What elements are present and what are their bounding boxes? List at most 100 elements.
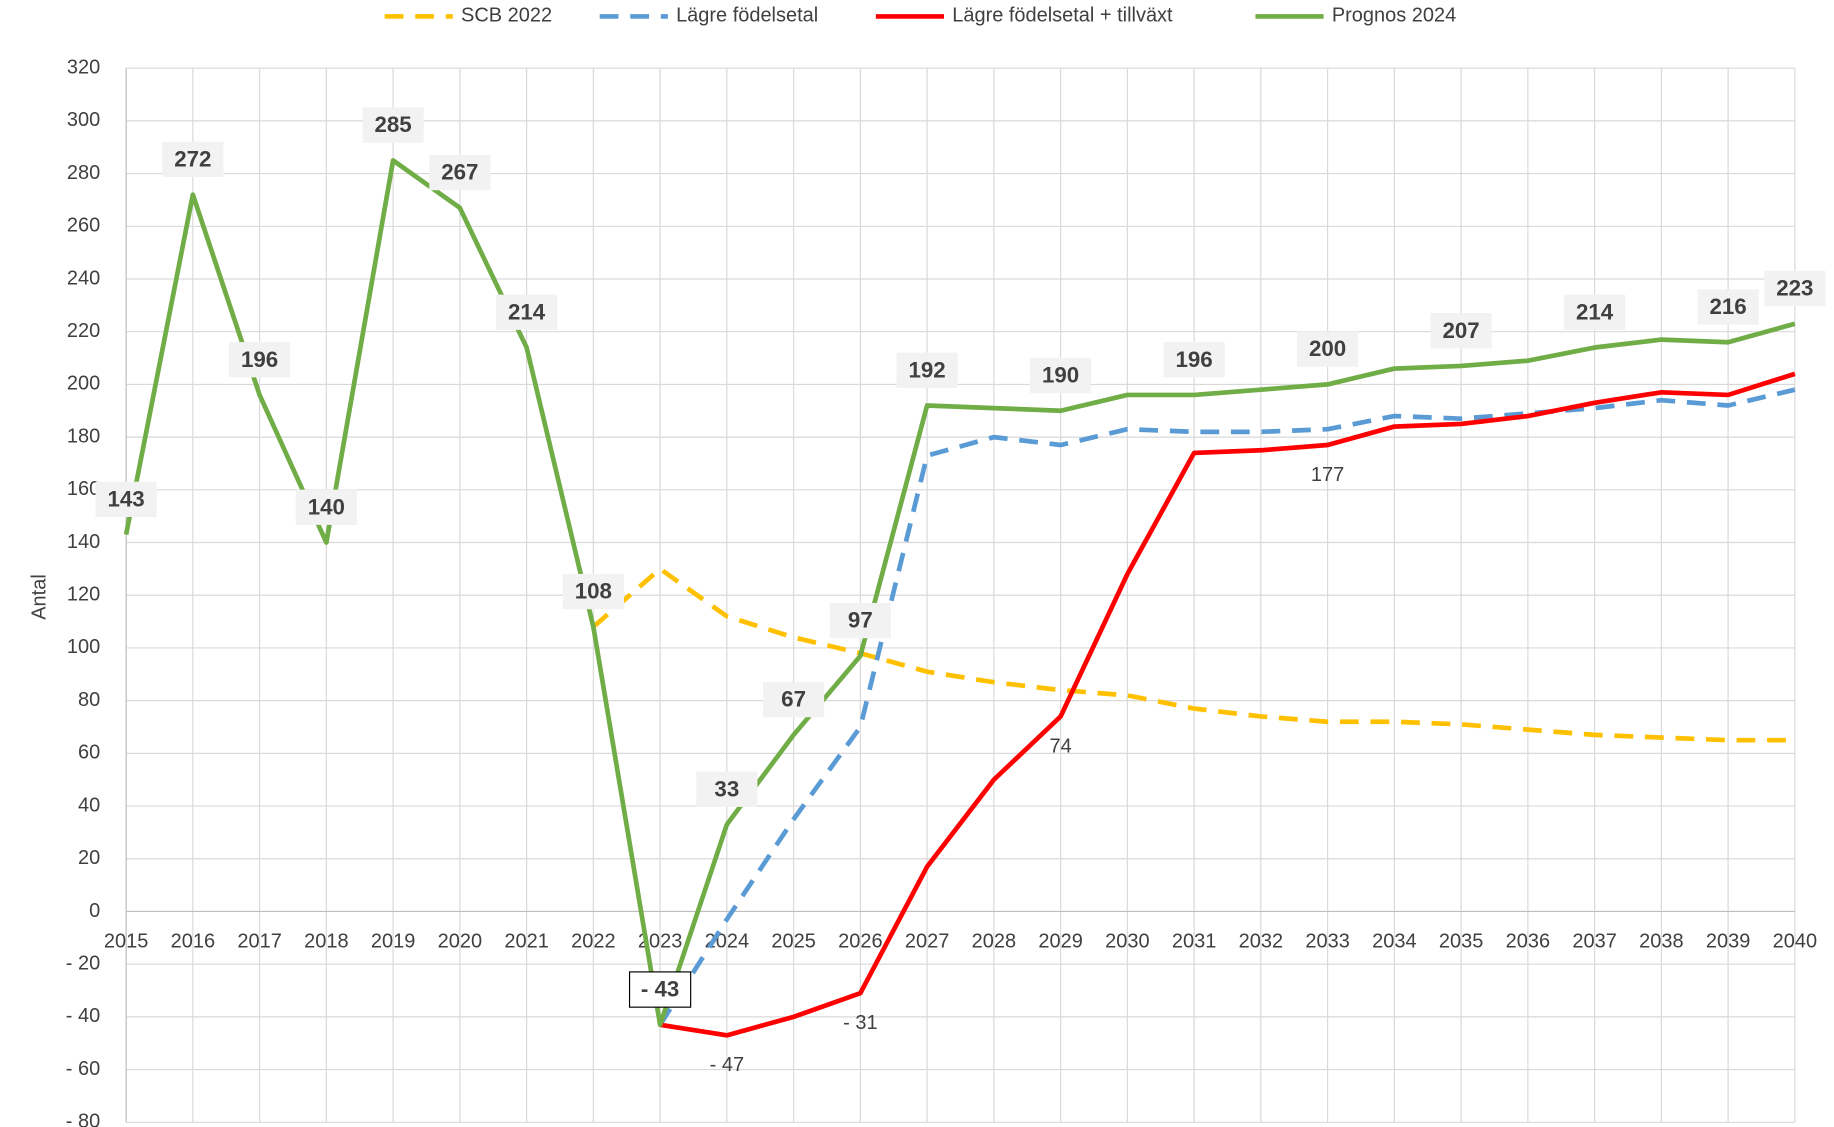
data-label-box bbox=[229, 342, 291, 378]
data-label-box bbox=[1564, 294, 1626, 330]
data-label-box bbox=[1764, 270, 1826, 307]
data-label-box bbox=[696, 771, 758, 807]
data-label-group: 143 bbox=[95, 481, 157, 517]
data-label-box bbox=[362, 107, 424, 143]
y-tick-label: 80 bbox=[78, 689, 100, 711]
data-label-box bbox=[628, 971, 692, 1008]
x-tick-label: 2030 bbox=[1105, 930, 1149, 952]
data-label-group: - 43 bbox=[628, 971, 692, 1008]
data-label-box bbox=[496, 294, 558, 330]
data-label-group: 267 bbox=[429, 154, 491, 191]
data-label-box bbox=[95, 481, 157, 517]
x-tick-label: 2022 bbox=[571, 930, 615, 952]
data-label: 108 bbox=[575, 579, 612, 604]
data-label: - 31 bbox=[843, 1012, 877, 1034]
data-label-group: 190 bbox=[1030, 357, 1092, 394]
data-label-group: 196 bbox=[229, 342, 291, 378]
data-label: 214 bbox=[508, 299, 546, 324]
data-label-group: 214 bbox=[1564, 294, 1626, 330]
y-tick-label: 200 bbox=[67, 373, 100, 395]
y-tick-label: 100 bbox=[67, 636, 100, 658]
legend-label: SCB 2022 bbox=[461, 5, 552, 27]
data-label-box bbox=[896, 352, 958, 388]
x-tick-label: 2017 bbox=[237, 930, 281, 952]
y-tick-label: - 60 bbox=[66, 1058, 100, 1080]
x-tick-label: 2019 bbox=[371, 930, 415, 952]
data-label: 33 bbox=[714, 776, 739, 801]
y-tick-label: 40 bbox=[78, 794, 100, 816]
y-tick-label: 240 bbox=[67, 267, 100, 289]
x-tick-label: 2039 bbox=[1706, 930, 1750, 952]
x-tick-label: 2038 bbox=[1639, 930, 1683, 952]
y-tick-label: 300 bbox=[67, 109, 100, 131]
data-label: 285 bbox=[374, 112, 411, 137]
data-label-group: 272 bbox=[162, 141, 224, 178]
y-tick-label: 20 bbox=[78, 847, 100, 869]
data-label-box bbox=[1297, 331, 1359, 367]
data-label-box bbox=[829, 602, 891, 639]
data-label-group: 285 bbox=[362, 107, 424, 143]
y-tick-label: 120 bbox=[67, 584, 100, 606]
data-label: 216 bbox=[1709, 294, 1746, 319]
x-tick-label: 2037 bbox=[1572, 930, 1616, 952]
data-label: 196 bbox=[1175, 347, 1212, 372]
x-tick-label: 2033 bbox=[1305, 930, 1349, 952]
y-tick-label: 0 bbox=[89, 900, 100, 922]
y-tick-label: - 20 bbox=[66, 952, 100, 974]
data-label-box bbox=[1163, 342, 1225, 378]
data-label-box bbox=[1430, 313, 1492, 349]
y-tick-label: 280 bbox=[67, 162, 100, 184]
data-label: 196 bbox=[241, 347, 278, 372]
data-label-group: 196 bbox=[1163, 342, 1225, 378]
data-label-group: 223 bbox=[1764, 270, 1826, 307]
series-line bbox=[658, 387, 1796, 1027]
data-label-box bbox=[1030, 357, 1092, 394]
data-label-box bbox=[562, 573, 624, 610]
legend-label: Prognos 2024 bbox=[1332, 5, 1456, 27]
data-label-group: 33 bbox=[696, 771, 758, 807]
data-label-group: 214 bbox=[496, 294, 558, 330]
y-tick-label: 180 bbox=[67, 425, 100, 447]
data-label-group: 97 bbox=[829, 602, 891, 639]
data-label-group: 200 bbox=[1297, 331, 1359, 367]
x-tick-label: 2034 bbox=[1372, 930, 1416, 952]
data-label: 177 bbox=[1311, 464, 1344, 486]
data-label: 207 bbox=[1442, 318, 1479, 343]
data-label: 67 bbox=[781, 687, 806, 712]
data-label: 200 bbox=[1309, 336, 1346, 361]
x-tick-label: 2018 bbox=[304, 930, 348, 952]
data-label-group: 140 bbox=[295, 489, 357, 525]
legend-label: Lägre födelsetal bbox=[676, 5, 818, 27]
y-tick-label: 160 bbox=[67, 478, 100, 500]
data-label: 143 bbox=[107, 486, 144, 511]
x-tick-label: 2035 bbox=[1439, 930, 1483, 952]
series-line bbox=[123, 158, 1796, 1028]
y-tick-label: 220 bbox=[67, 320, 100, 342]
y-tick-label: 140 bbox=[67, 531, 100, 553]
x-tick-label: 2040 bbox=[1773, 930, 1817, 952]
x-tick-label: 2029 bbox=[1038, 930, 1082, 952]
x-tick-label: 2036 bbox=[1506, 930, 1550, 952]
data-label: 190 bbox=[1042, 363, 1079, 388]
data-label: 214 bbox=[1576, 299, 1614, 324]
data-label: 223 bbox=[1776, 276, 1813, 301]
x-tick-label: 2020 bbox=[438, 930, 482, 952]
y-tick-label: - 40 bbox=[66, 1005, 100, 1027]
x-tick-label: 2026 bbox=[838, 930, 882, 952]
x-tick-label: 2015 bbox=[104, 930, 148, 952]
x-tick-label: 2021 bbox=[504, 930, 548, 952]
series-line bbox=[659, 371, 1796, 1038]
x-tick-label: 2027 bbox=[905, 930, 949, 952]
data-label-box bbox=[162, 141, 224, 178]
x-tick-label: 2016 bbox=[171, 930, 215, 952]
series-line bbox=[591, 566, 1795, 743]
data-label: - 43 bbox=[641, 977, 679, 1002]
data-label-box bbox=[295, 489, 357, 525]
y-tick-label: - 80 bbox=[66, 1111, 100, 1127]
x-tick-label: 2031 bbox=[1172, 930, 1216, 952]
data-label: 267 bbox=[441, 160, 478, 185]
data-label-group: 207 bbox=[1430, 313, 1492, 349]
data-label: 192 bbox=[908, 357, 945, 382]
data-label-group: 216 bbox=[1697, 289, 1759, 325]
